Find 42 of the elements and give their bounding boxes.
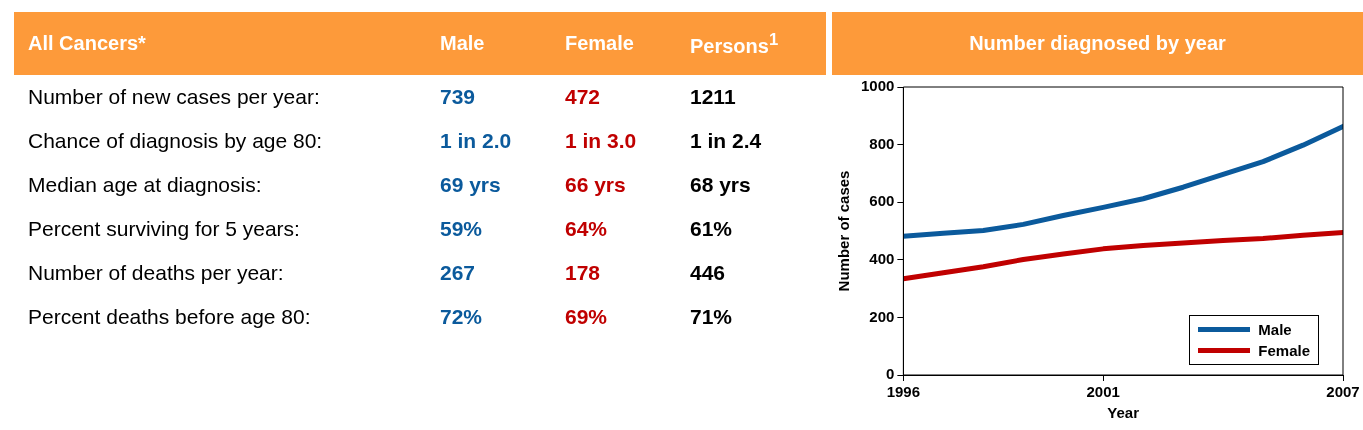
text: Number of new cases per year: bbox=[27, 85, 321, 109]
y-tick-label: 600 bbox=[869, 192, 895, 210]
y-tick-label: 1000 bbox=[860, 77, 895, 95]
text: 267 bbox=[440, 261, 477, 285]
text: 68 yrs bbox=[690, 173, 752, 197]
text: 71% bbox=[690, 305, 734, 329]
y-tick-label: 200 bbox=[869, 307, 895, 325]
text: 72% bbox=[440, 305, 484, 329]
text: 64% bbox=[565, 217, 609, 241]
text: Female bbox=[565, 32, 635, 55]
y-tick-label: 400 bbox=[869, 249, 895, 267]
chart-title: Number diagnosed by year bbox=[832, 12, 1363, 75]
text: Percent deaths before age 80: bbox=[27, 305, 312, 329]
text: 472 bbox=[565, 85, 602, 109]
x-tick-label: 2007 bbox=[1326, 383, 1360, 401]
legend-label: Female bbox=[1258, 342, 1310, 359]
text: 739 bbox=[440, 85, 477, 109]
text: Median age at diagnosis: bbox=[27, 173, 263, 197]
text: 1 in 3.0 bbox=[565, 129, 638, 153]
x-tick-label: 2001 bbox=[1086, 383, 1120, 401]
y-tick-label: 800 bbox=[869, 134, 895, 152]
text: Number of deaths per year: bbox=[27, 261, 285, 285]
text: 69 yrs bbox=[440, 173, 502, 197]
legend-label: Male bbox=[1258, 321, 1292, 338]
text: 178 bbox=[565, 261, 602, 285]
text: 61% bbox=[690, 217, 734, 241]
text: Percent surviving for 5 years: bbox=[27, 217, 301, 241]
text: 69% bbox=[565, 305, 609, 329]
x-tick-label: 1996 bbox=[886, 383, 921, 401]
text: Persons$^{1}$ bbox=[690, 29, 780, 58]
y-axis-title: Number of cases bbox=[835, 170, 853, 292]
text: 446 bbox=[690, 261, 727, 285]
text: 59% bbox=[440, 217, 484, 241]
text: 66 yrs bbox=[565, 173, 627, 197]
text: 1 in 2.0 bbox=[440, 129, 513, 153]
text: Male bbox=[440, 32, 486, 55]
text: 1 in 2.4 bbox=[690, 129, 763, 153]
text: 1211 bbox=[690, 85, 737, 109]
x-axis-title: Year bbox=[1107, 404, 1140, 422]
y-tick-label: 0 bbox=[886, 365, 895, 383]
text: All Cancers* bbox=[27, 32, 147, 55]
text: Chance of diagnosis by age 80: bbox=[27, 129, 324, 153]
